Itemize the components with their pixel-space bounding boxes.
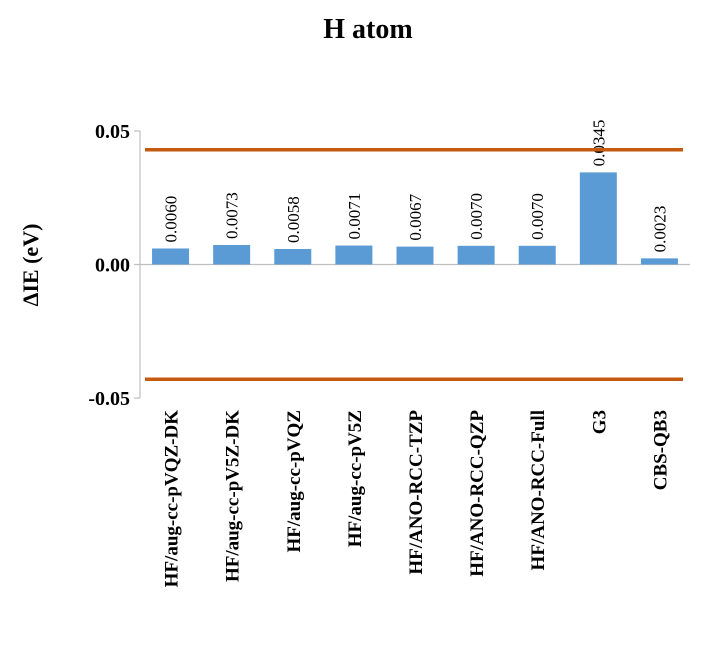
- data-label: 0.0067: [406, 193, 425, 240]
- x-tick-label: HF/aug-cc-pVQZ: [284, 410, 305, 553]
- x-tick-label: HF/ANO-RCC-TZP: [406, 410, 427, 575]
- plot-area: -0.05 0.00 0.05 0.0060 HF/aug-cc-pVQZ-DK 0.00…: [88, 120, 690, 588]
- x-tick-label: HF/ANO-RCC-Full: [528, 410, 549, 570]
- x-tick-label: HF/aug-cc-pVQZ-DK: [162, 410, 183, 588]
- data-label: 0.0060: [162, 196, 181, 243]
- y-axis-label: ΔIE (eV): [18, 224, 43, 307]
- bar: [640, 258, 678, 265]
- chart-title: H atom: [323, 14, 412, 45]
- bar: [152, 248, 190, 265]
- bar: [396, 246, 434, 265]
- bar: [579, 172, 617, 265]
- x-tick-label: HF/aug-cc-pV5Z-DK: [223, 410, 244, 582]
- data-label: 0.0073: [223, 192, 242, 239]
- bar: [274, 249, 312, 265]
- data-label: 0.0070: [467, 193, 486, 240]
- bar: [518, 245, 556, 265]
- x-tick-label: HF/aug-cc-pV5Z: [345, 410, 366, 547]
- x-tick-label: HF/ANO-RCC-QZP: [467, 410, 488, 577]
- y-tick-label: 0.05: [95, 121, 130, 143]
- y-tick-label: 0.00: [95, 255, 130, 277]
- x-tick-label: CBS-QB3: [650, 410, 671, 490]
- data-label: 0.0058: [284, 196, 303, 243]
- data-label: 0.0070: [528, 193, 547, 240]
- bar: [213, 245, 251, 265]
- x-tick-label: G3: [589, 410, 610, 434]
- y-tick-label: -0.05: [88, 388, 130, 410]
- data-label: 0.0071: [345, 193, 364, 240]
- data-label: 0.0023: [650, 206, 669, 253]
- bar: [335, 245, 373, 265]
- data-label: 0.0345: [589, 120, 608, 167]
- bar: [457, 245, 495, 265]
